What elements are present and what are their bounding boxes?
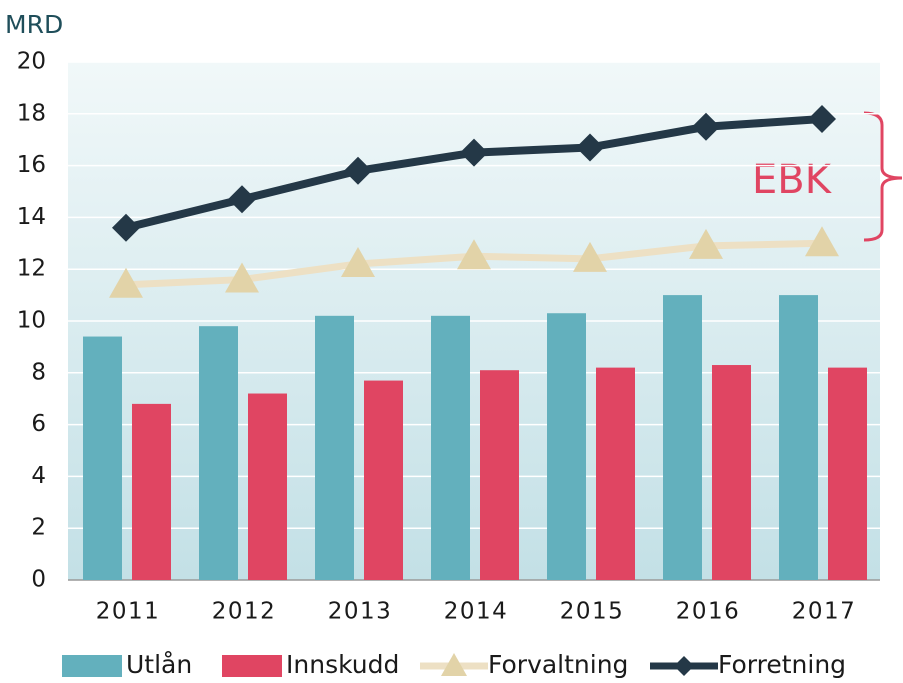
x-tick-label: 2013 <box>328 599 393 625</box>
bar <box>364 380 403 580</box>
y-tick-label: 10 <box>17 308 46 334</box>
bar <box>315 315 354 580</box>
y-tick-label: 18 <box>17 100 46 126</box>
marker <box>808 104 836 133</box>
legend-swatch <box>222 655 282 677</box>
legend-label: Utlån <box>126 650 192 679</box>
marker <box>112 213 140 242</box>
bar <box>712 365 751 580</box>
marker <box>573 241 607 272</box>
y-axis-label: MRD <box>5 10 63 39</box>
legend-item: Forretning <box>650 650 846 679</box>
y-tick-label: 16 <box>17 152 46 178</box>
bar <box>83 336 122 580</box>
bar <box>132 403 171 580</box>
bar <box>199 326 238 580</box>
marker <box>689 228 723 259</box>
bar <box>828 367 867 580</box>
legend-label: Forretning <box>718 650 846 679</box>
y-tick-label: 8 <box>31 359 46 385</box>
legend-swatch <box>62 655 122 677</box>
bar <box>547 313 586 580</box>
x-tick-label: 2011 <box>96 599 161 625</box>
y-tick-label: 20 <box>17 49 46 75</box>
marker <box>805 226 839 257</box>
legend-item: Innskudd <box>222 650 399 679</box>
y-tick-label: 6 <box>31 411 46 437</box>
y-tick-label: 0 <box>31 567 46 593</box>
legend-marker <box>441 653 467 676</box>
y-tick-label: 2 <box>31 515 46 541</box>
bar <box>431 315 470 580</box>
x-tick-label: 2012 <box>212 599 277 625</box>
bar <box>779 295 818 580</box>
legend-label: Innskudd <box>286 650 399 679</box>
annotation: EBK <box>752 157 833 203</box>
y-tick-label: 12 <box>17 256 46 282</box>
x-tick-label: 2016 <box>676 599 741 625</box>
y-tick-label: 4 <box>31 463 46 489</box>
bracket <box>863 111 903 242</box>
marker <box>341 247 375 278</box>
legend-item: Forvaltning <box>420 650 628 679</box>
legend-item: Utlån <box>62 650 192 679</box>
bar <box>663 295 702 580</box>
marker <box>460 138 488 167</box>
marker <box>457 239 491 270</box>
marker <box>692 112 720 141</box>
bar <box>480 370 519 580</box>
x-tick-label: 2015 <box>560 599 625 625</box>
x-tick-label: 2017 <box>792 599 857 625</box>
bar <box>596 367 635 580</box>
y-tick-label: 14 <box>17 204 46 230</box>
marker <box>344 156 372 185</box>
legend-label: Forvaltning <box>488 650 628 679</box>
marker <box>228 185 256 214</box>
bar <box>248 393 287 580</box>
x-tick-label: 2014 <box>444 599 509 625</box>
marker <box>225 262 259 293</box>
marker <box>109 267 143 298</box>
legend-marker <box>674 656 694 676</box>
marker <box>576 133 604 162</box>
